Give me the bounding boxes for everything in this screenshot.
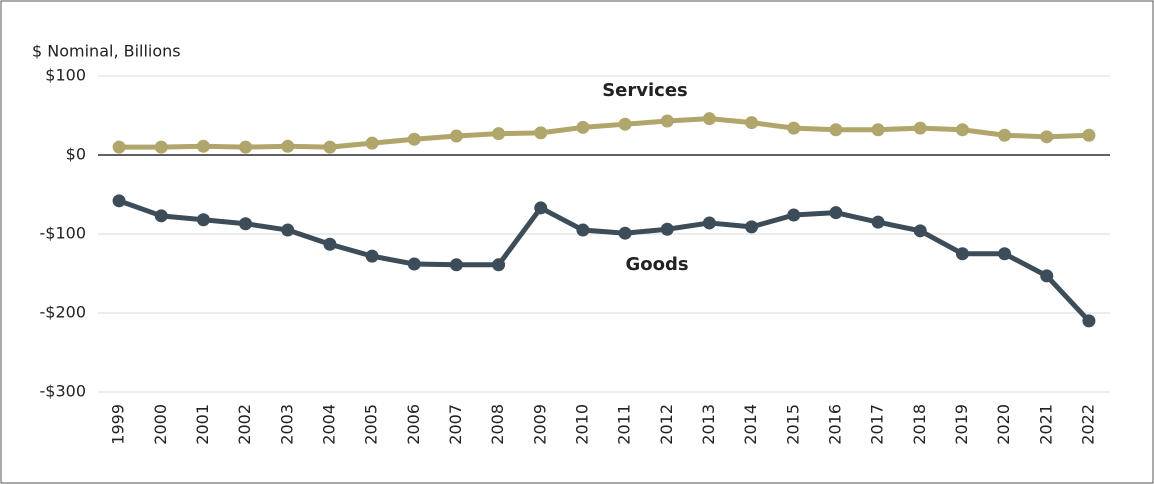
x-tick-label: 2009 (530, 404, 549, 445)
data-point (576, 223, 590, 237)
data-point (660, 114, 674, 128)
y-tick-label: $100 (45, 66, 86, 85)
data-point (1082, 128, 1096, 142)
data-point (112, 140, 126, 154)
data-point (913, 224, 927, 238)
x-tick-label: 2012 (657, 404, 676, 445)
x-tick-label: 2010 (572, 404, 591, 445)
y-tick-label: -$300 (40, 382, 87, 401)
y-tick-label: -$100 (40, 224, 87, 243)
data-point (365, 136, 379, 150)
data-point (702, 216, 716, 230)
data-point (154, 140, 168, 154)
data-point (281, 139, 295, 153)
data-point (1040, 130, 1054, 144)
data-point (112, 194, 126, 208)
x-tick-label: 2007 (446, 404, 465, 445)
x-tick-label: 2005 (362, 404, 381, 445)
data-point (407, 132, 421, 146)
y-axis-label: $ Nominal, Billions (32, 42, 181, 61)
data-point (576, 120, 590, 134)
series-label: Services (602, 80, 688, 101)
data-point (534, 126, 548, 140)
y-tick-label: -$200 (40, 303, 87, 322)
data-point (955, 123, 969, 137)
data-point (702, 112, 716, 126)
data-point (955, 247, 969, 261)
data-point (492, 258, 506, 272)
data-point (913, 121, 927, 135)
data-point (745, 220, 759, 234)
data-point (829, 123, 843, 137)
data-point (323, 140, 337, 154)
x-tick-label: 2018 (910, 404, 929, 445)
data-point (618, 226, 632, 240)
data-point (492, 127, 506, 141)
x-tick-label: 2006 (404, 404, 423, 445)
data-point (787, 121, 801, 135)
x-tick-label: 2011 (615, 404, 634, 445)
x-tick-label: 2004 (319, 404, 338, 445)
x-tick-label: 2008 (488, 404, 507, 445)
data-point (196, 139, 210, 153)
x-tick-label: 2017 (868, 404, 887, 445)
x-tick-label: 2002 (235, 404, 254, 445)
data-point (449, 258, 463, 272)
data-point (745, 116, 759, 130)
data-point (1040, 269, 1054, 283)
data-point (534, 201, 548, 215)
data-point (998, 247, 1012, 261)
series-label: Goods (625, 254, 688, 275)
data-point (787, 208, 801, 222)
x-tick-label: 2013 (699, 404, 718, 445)
data-point (1082, 314, 1096, 328)
x-tick-label: 2020 (994, 404, 1013, 445)
y-tick-label: $0 (66, 145, 86, 164)
data-point (154, 209, 168, 223)
data-point (829, 206, 843, 220)
data-point (871, 215, 885, 229)
x-tick-label: 2001 (193, 404, 212, 445)
x-tick-label: 2022 (1078, 404, 1097, 445)
data-point (365, 249, 379, 263)
data-point (871, 123, 885, 137)
x-tick-label: 1999 (109, 404, 128, 445)
x-tick-label: 2014 (741, 404, 760, 445)
data-point (281, 223, 295, 237)
data-point (323, 237, 337, 251)
data-point (239, 140, 253, 154)
data-point (239, 217, 253, 231)
x-tick-label: 2000 (151, 404, 170, 445)
series-line (118, 198, 1091, 323)
data-point (618, 117, 632, 131)
data-point (196, 213, 210, 227)
series-line (119, 116, 1090, 150)
data-point (449, 129, 463, 143)
x-tick-label: 2016 (825, 404, 844, 445)
data-point (660, 222, 674, 236)
x-tick-label: 2019 (952, 404, 971, 445)
x-tick-label: 2021 (1036, 404, 1055, 445)
data-point (998, 128, 1012, 142)
data-point (407, 257, 421, 271)
x-tick-label: 2015 (783, 404, 802, 445)
x-tick-label: 2003 (277, 404, 296, 445)
